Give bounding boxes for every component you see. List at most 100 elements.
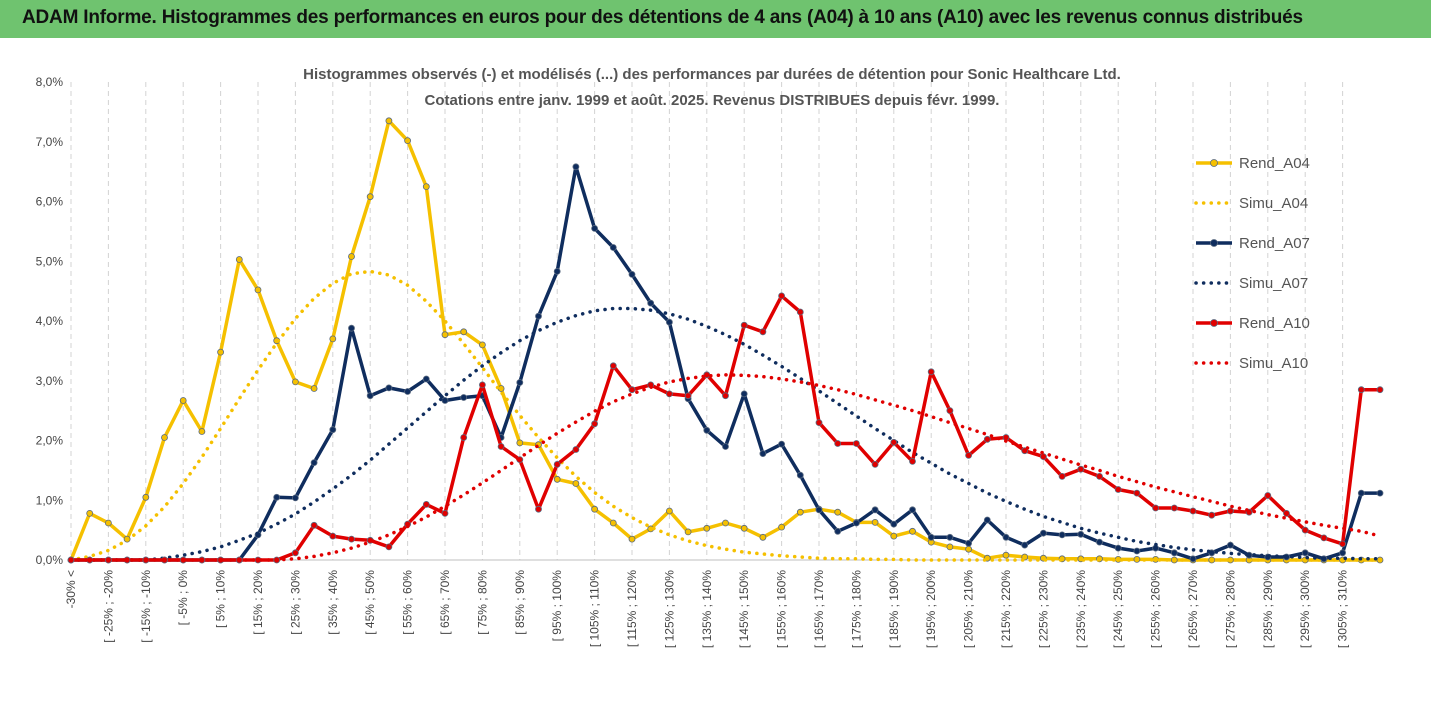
x-tick-label: [ 245% ; 250% xyxy=(1111,570,1125,648)
data-point xyxy=(834,527,842,535)
data-point xyxy=(366,193,374,201)
data-point xyxy=(591,224,598,232)
data-point xyxy=(703,426,711,434)
x-tick-label: [ 275% ; 280% xyxy=(1223,570,1237,648)
x-tick-label: [ -15% ; -10% xyxy=(139,570,153,643)
data-point xyxy=(1114,486,1122,493)
data-point xyxy=(478,341,486,349)
data-point xyxy=(740,321,748,329)
data-point xyxy=(965,539,972,547)
data-point xyxy=(609,244,617,251)
data-point xyxy=(105,519,112,527)
data-point xyxy=(1227,507,1234,515)
legend-label: Rend_A10 xyxy=(1239,315,1310,332)
grid-layer xyxy=(70,82,1344,560)
x-tick-label: [ 215% ; 220% xyxy=(999,570,1013,648)
data-point xyxy=(759,450,767,458)
data-point xyxy=(927,533,935,541)
data-point xyxy=(609,519,617,527)
data-point xyxy=(946,533,954,541)
y-tick-label: 1,0% xyxy=(36,493,64,507)
data-point xyxy=(666,318,673,326)
data-point xyxy=(235,256,243,263)
legend-label: Rend_A04 xyxy=(1239,155,1310,172)
data-point xyxy=(1021,541,1029,549)
data-point xyxy=(460,328,468,336)
data-point xyxy=(796,308,804,316)
data-point xyxy=(1002,533,1010,541)
x-tick-label: [ 35% ; 40% xyxy=(326,570,340,635)
x-tick-label: [ 205% ; 210% xyxy=(962,570,976,648)
x-tick-label: [ 85% ; 90% xyxy=(513,570,527,635)
data-point xyxy=(535,312,542,320)
x-tick-label: [ 305% ; 310% xyxy=(1336,570,1350,648)
data-point xyxy=(1170,504,1178,512)
y-tick-label: 0,0% xyxy=(36,553,64,567)
data-point xyxy=(1152,504,1159,512)
data-point xyxy=(778,440,785,448)
x-tick-label: [ 135% ; 140% xyxy=(700,570,714,648)
y-tick-label: 2,0% xyxy=(36,434,64,448)
data-point xyxy=(572,446,580,453)
data-point xyxy=(385,384,393,392)
y-tick-label: 8,0% xyxy=(36,75,64,89)
data-point xyxy=(1040,453,1047,461)
data-point xyxy=(1339,549,1346,557)
data-point xyxy=(1301,526,1309,534)
data-point xyxy=(1227,541,1234,549)
data-point xyxy=(1189,555,1197,563)
data-point xyxy=(310,521,318,529)
data-point xyxy=(871,460,879,468)
y-tick-label: 7,0% xyxy=(36,135,64,149)
data-point xyxy=(890,532,898,540)
data-point xyxy=(478,381,486,389)
x-tick-label: [ 115% ; 120% xyxy=(625,570,639,647)
data-point xyxy=(628,270,636,278)
data-point xyxy=(703,524,711,532)
x-tick-label: [ 265% ; 270% xyxy=(1186,570,1200,648)
data-point xyxy=(684,528,692,536)
series-markers-rend-a10 xyxy=(67,292,1384,564)
legend-marker xyxy=(1210,239,1218,247)
data-point xyxy=(1114,544,1122,552)
axis-layer: 0,0% 1,0% 2,0% 3,0% 4,0% 5,0% 6,0% 7,0% 8,0% -30%… xyxy=(36,75,1380,648)
data-point xyxy=(310,385,318,392)
data-point xyxy=(909,506,916,514)
data-point xyxy=(291,494,299,502)
data-point xyxy=(853,440,860,447)
data-point xyxy=(1301,549,1309,557)
data-point xyxy=(591,420,598,428)
legend-marker xyxy=(1210,159,1218,167)
data-point xyxy=(291,378,299,386)
data-point xyxy=(179,397,187,404)
data-point xyxy=(460,434,468,441)
data-point xyxy=(1357,489,1365,497)
data-point xyxy=(441,509,449,517)
series-markers-rend-a07 xyxy=(67,163,1384,564)
data-point xyxy=(927,368,935,376)
chart-title: Histogrammes observés (-) et modélisés (… xyxy=(303,66,1121,83)
data-point xyxy=(965,451,972,459)
data-point xyxy=(834,440,842,447)
legend: Rend_A04 Simu_A04 Rend_A07 Simu_A07 Rend_A10… xyxy=(1194,155,1310,372)
legend-item-rend-a07: Rend_A07 xyxy=(1196,235,1310,252)
legend-item-simu-a10: Simu_A10 xyxy=(1194,355,1308,372)
x-tick-label: -30% < xyxy=(64,570,78,608)
legend-label: Rend_A07 xyxy=(1239,235,1310,252)
data-point xyxy=(1357,386,1365,394)
report-banner: ADAM Informe. Histogrammes des performan… xyxy=(0,0,1431,39)
data-point xyxy=(422,375,430,383)
data-point xyxy=(722,392,729,400)
x-tick-label: [ 5% ; 10% xyxy=(214,570,228,628)
x-tick-label: [ 145% ; 150% xyxy=(737,570,751,648)
legend-label: Simu_A10 xyxy=(1239,355,1308,372)
data-point xyxy=(1189,507,1197,515)
x-tick-label: [ 105% ; 110% xyxy=(588,570,602,647)
data-point xyxy=(348,535,355,543)
data-point xyxy=(946,407,954,415)
series-layer xyxy=(67,117,1384,564)
data-point xyxy=(1096,538,1103,546)
data-point xyxy=(348,253,355,260)
x-tick-label: [ 235% ; 240% xyxy=(1074,570,1088,648)
data-point xyxy=(853,519,860,527)
